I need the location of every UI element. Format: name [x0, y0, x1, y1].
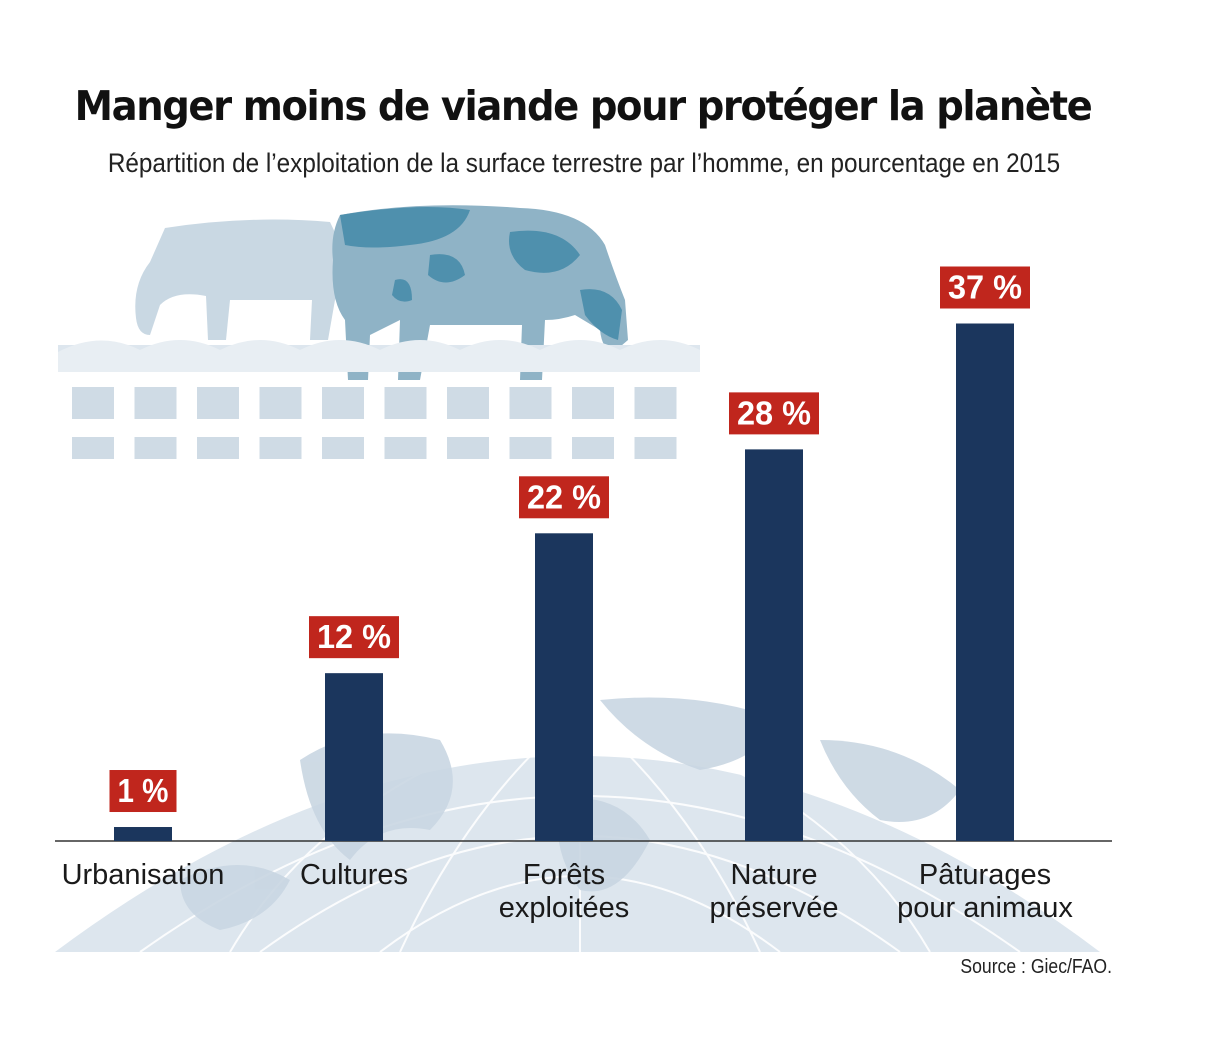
bar	[325, 673, 383, 841]
fence-board	[572, 387, 614, 419]
bar	[114, 827, 172, 841]
fence-board	[197, 387, 239, 419]
value-label: 1 %	[118, 772, 169, 809]
fence-board	[509, 437, 552, 459]
chart-title: Manger moins de viande pour protéger la …	[74, 82, 1093, 130]
bar	[745, 449, 803, 841]
fence-board	[509, 387, 552, 419]
cow-icon	[135, 205, 628, 380]
value-label-box	[729, 392, 819, 435]
fence-icon	[58, 340, 700, 459]
category-label: exploitées	[499, 892, 630, 924]
bar	[535, 533, 593, 841]
category-label: pour animaux	[897, 892, 1073, 924]
source-note: Source : Giec/FAO.	[960, 956, 1112, 978]
fence-board	[134, 437, 177, 459]
fence-board	[259, 437, 302, 459]
fence-board	[634, 387, 677, 419]
fence-board	[572, 437, 614, 459]
value-label-box	[519, 476, 609, 519]
value-label: 37 %	[948, 269, 1022, 306]
value-label: 12 %	[317, 618, 391, 655]
fence-board	[384, 387, 427, 419]
category-label: Pâturages	[919, 859, 1051, 891]
category-label: préservée	[710, 892, 839, 924]
fence-board	[384, 437, 427, 459]
fence-board	[134, 387, 177, 419]
value-label-box	[309, 616, 399, 659]
value-label-box	[109, 770, 177, 813]
fence-board	[322, 437, 364, 459]
category-label: Forêts	[523, 859, 605, 891]
value-label-box	[940, 266, 1030, 309]
category-label: Nature	[730, 859, 817, 891]
fence-board	[634, 437, 677, 459]
category-label: Urbanisation	[62, 859, 225, 891]
fence-board	[322, 387, 364, 419]
fence-board	[447, 387, 489, 419]
fence-board	[259, 387, 302, 419]
value-label: 22 %	[527, 478, 601, 515]
value-label: 28 %	[737, 394, 811, 431]
fence-board	[72, 437, 114, 459]
fence-board	[197, 437, 239, 459]
category-label: Cultures	[300, 859, 408, 891]
chart-subtitle: Répartition de l’exploitation de la surf…	[107, 148, 1061, 178]
fence-board	[72, 387, 114, 419]
bar	[956, 323, 1014, 841]
fence-board	[447, 437, 489, 459]
